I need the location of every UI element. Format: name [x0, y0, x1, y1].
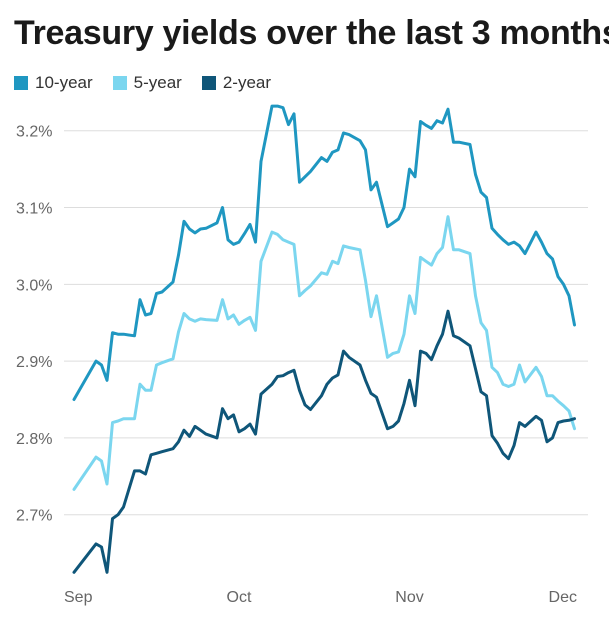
legend-swatch-5-year	[112, 76, 127, 90]
legend-item-2-year: 2-year	[201, 73, 272, 93]
series-line-10-year	[72, 104, 576, 401]
chart-title: Treasury yields over the last 3 months	[14, 14, 609, 52]
y-tick-label-2: 2.9%	[16, 354, 52, 371]
x-tick-label-sep: Sep	[64, 589, 93, 606]
legend-label-5-year: 5-year	[133, 73, 182, 92]
legend-label-2-year: 2-year	[222, 73, 272, 92]
series-line-2-year	[72, 309, 576, 574]
y-tick-label-1: 2.8%	[16, 431, 52, 448]
legend-item-5-year: 5-year	[112, 73, 182, 93]
legend-item-10-year: 10-year	[14, 73, 93, 93]
y-tick-label-0: 2.7%	[16, 508, 52, 525]
y-axis: 2.7% 2.8% 2.9% 3.0% 3.1% 3.2%	[16, 124, 52, 525]
x-tick-label-nov: Nov	[395, 589, 423, 606]
y-tick-label-4: 3.1%	[16, 201, 52, 218]
y-tick-label-5: 3.2%	[16, 124, 52, 141]
grid-lines	[64, 130, 588, 516]
x-axis: Sep Oct Nov Dec	[64, 589, 577, 606]
y-tick-label-3: 3.0%	[16, 277, 52, 294]
legend-swatch-10-year	[14, 76, 28, 90]
legend-swatch-2-year	[201, 76, 216, 90]
x-tick-label-dec: Dec	[549, 589, 577, 606]
legend-label-10-year: 10-year	[35, 73, 93, 92]
x-tick-label-oct: Oct	[227, 589, 252, 606]
series-line-5-year	[72, 215, 576, 491]
legend: 10-year 5-year 2-year	[14, 73, 271, 93]
series-lines	[72, 104, 576, 574]
